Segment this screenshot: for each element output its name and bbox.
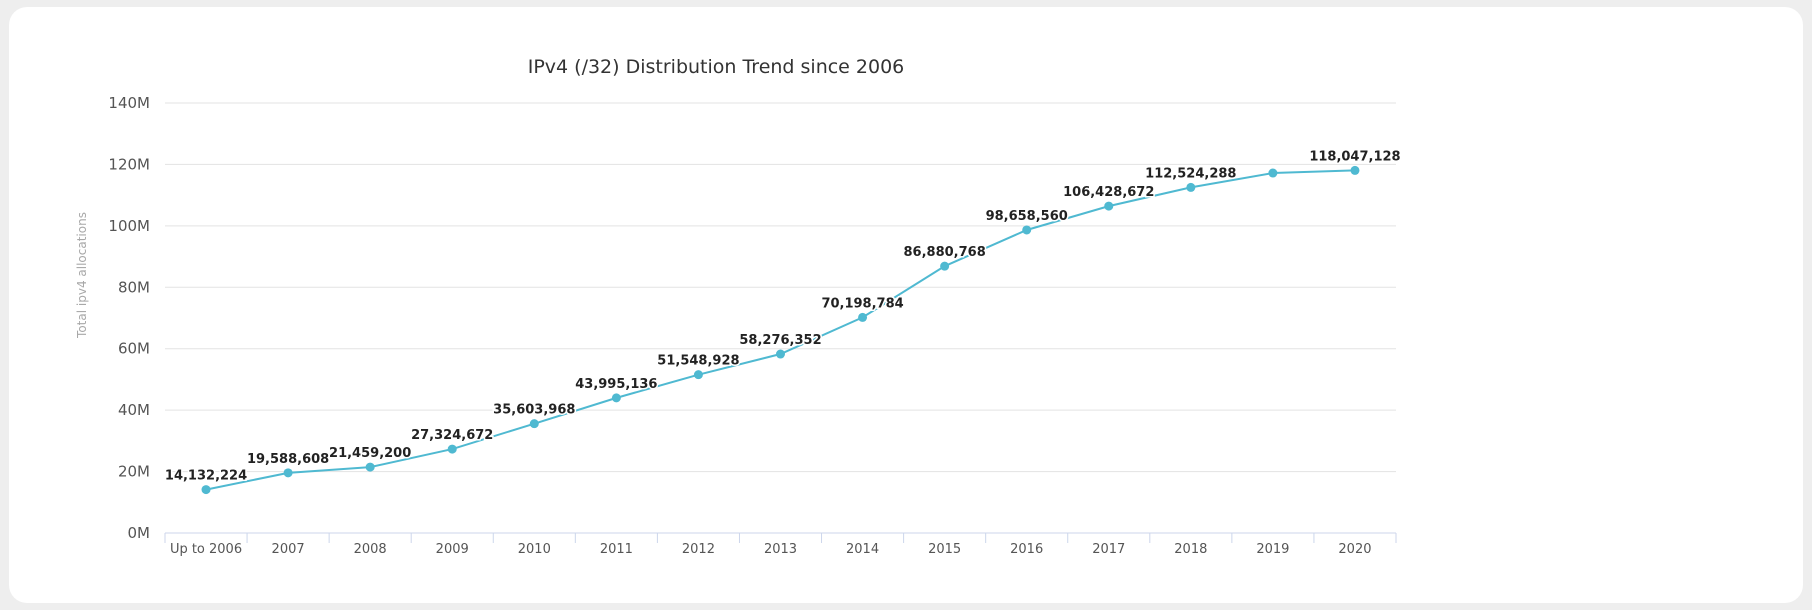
series-line-path — [205, 169, 1355, 491]
data-point — [776, 349, 785, 359]
data-label: 21,459,200 — [329, 446, 411, 461]
data-label: 86,880,768 — [904, 245, 986, 260]
x-tick-label: 2016 — [1010, 542, 1043, 557]
data-point — [447, 444, 457, 454]
data-label: 51,548,928 — [657, 354, 739, 369]
data-point — [858, 312, 868, 322]
y-tick-label: 0M — [128, 524, 151, 542]
y-axis-label: Total ipv4 allocations — [75, 212, 89, 339]
y-tick-label: 100M — [108, 217, 150, 235]
y-tick-label: 20M — [118, 463, 150, 481]
data-label: 35,603,968 — [493, 403, 575, 418]
chart-title: IPv4 (/32) Distribution Trend since 2006 — [528, 56, 905, 78]
x-tick-label: 2010 — [518, 542, 551, 557]
data-point — [1104, 201, 1114, 211]
data-label: 70,198,784 — [821, 296, 903, 311]
chart-card: IPv4 (/32) Distribution Trend since 2006… — [9, 7, 1803, 603]
data-label: 58,276,352 — [739, 333, 821, 348]
data-label: 106,428,672 — [1063, 185, 1154, 200]
x-tick-label: 2017 — [1092, 542, 1125, 557]
data-point — [693, 370, 703, 380]
data-point — [529, 419, 539, 429]
x-tick-label: 2012 — [682, 542, 715, 557]
x-axis: Up to 2006 2007 2008 2009 2010 2011 2012 2013 20… — [164, 532, 1397, 557]
data-point — [1268, 168, 1278, 178]
x-tick-label: 2013 — [764, 542, 797, 557]
x-tick-label: 2018 — [1174, 542, 1207, 557]
x-tick-label: 2007 — [272, 542, 305, 557]
data-point — [1186, 182, 1196, 192]
data-point — [940, 261, 950, 271]
x-tick-label: 2008 — [354, 542, 387, 557]
data-point — [201, 485, 211, 495]
x-tick-label: 2020 — [1338, 542, 1371, 557]
data-point — [365, 462, 375, 472]
y-tick-label: 120M — [108, 155, 150, 173]
data-point — [1350, 165, 1360, 175]
y-tick-label: 60M — [118, 340, 150, 358]
series-line — [201, 165, 1360, 495]
gridlines: 0M 20M 40M 60M 80M 100M 120M 140M — [108, 94, 1396, 542]
data-label: 27,324,672 — [411, 428, 493, 443]
data-label: 118,047,128 — [1309, 149, 1400, 164]
x-tick-label: 2014 — [846, 542, 879, 557]
data-label: 43,995,136 — [575, 377, 657, 392]
x-tick-label: 2009 — [436, 542, 469, 557]
y-tick-label: 40M — [118, 401, 150, 419]
x-tick-label: 2015 — [928, 542, 961, 557]
data-label: 19,588,608 — [247, 452, 329, 467]
data-label: 112,524,288 — [1145, 166, 1236, 181]
data-point — [1022, 225, 1032, 235]
x-tick-label: 2011 — [600, 542, 633, 557]
data-label: 98,658,560 — [986, 209, 1068, 224]
data-point — [611, 393, 621, 403]
data-point — [283, 468, 293, 478]
data-label: 14,132,224 — [165, 469, 247, 484]
y-tick-label: 140M — [108, 94, 150, 112]
y-tick-label: 80M — [118, 278, 150, 296]
x-tick-label: Up to 2006 — [170, 542, 242, 557]
x-tick-label: 2019 — [1256, 542, 1289, 557]
line-chart: IPv4 (/32) Distribution Trend since 2006… — [75, 56, 1402, 557]
